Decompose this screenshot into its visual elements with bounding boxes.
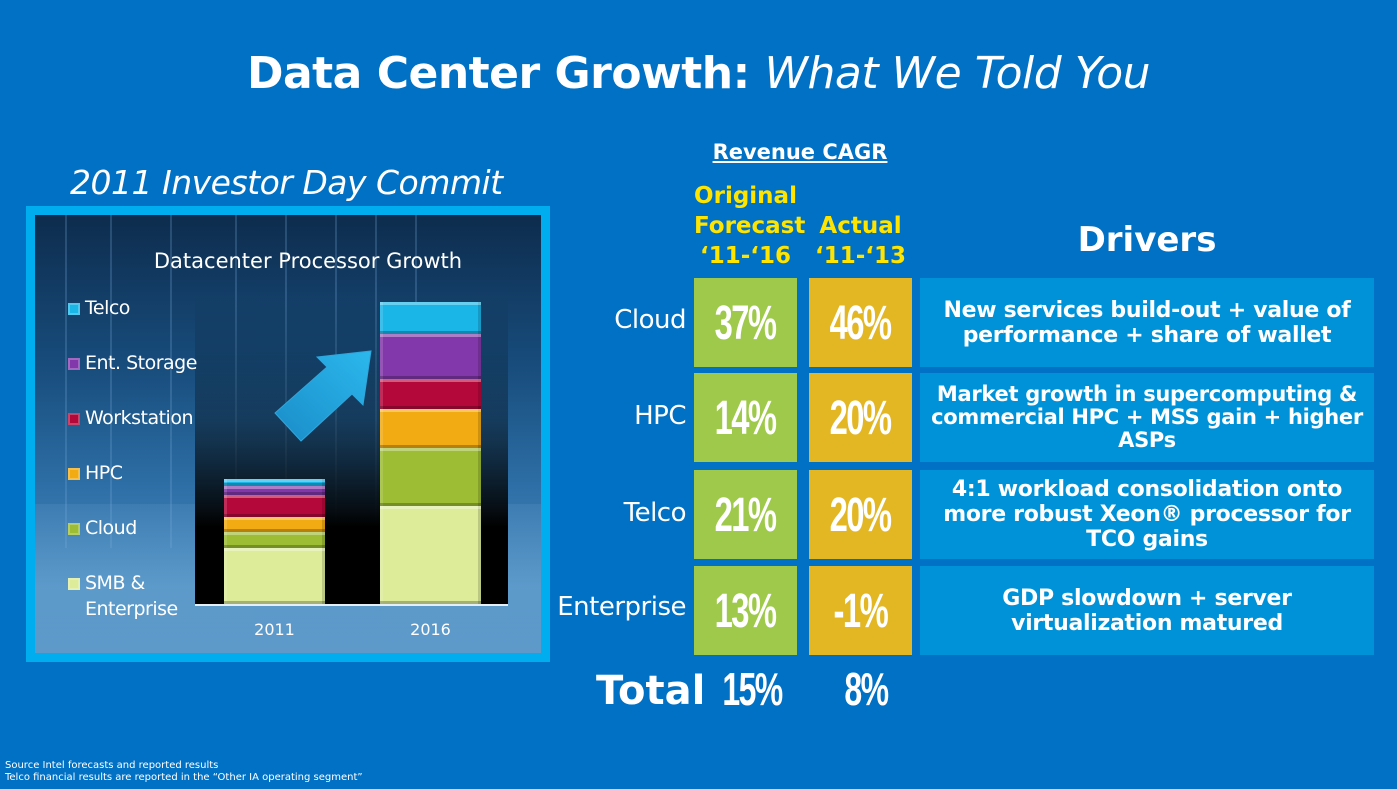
bar-segment-2011-cloud bbox=[224, 532, 325, 549]
actual-header-line: ‘11-‘13 bbox=[814, 243, 907, 269]
background-rack-line bbox=[170, 215, 172, 548]
actual-value-cloud: 46% bbox=[809, 278, 912, 367]
legend-label: Workstation bbox=[85, 407, 194, 429]
legend-label: Telco bbox=[85, 297, 130, 319]
bar-segment-2016-cloud bbox=[380, 447, 481, 506]
row-label-enterprise: Enterprise bbox=[557, 592, 686, 622]
forecast-value-cloud: 37% bbox=[694, 278, 797, 367]
legend-label: Ent. Storage bbox=[85, 352, 197, 374]
legend-item: Cloud bbox=[68, 515, 137, 541]
growth-arrow-icon bbox=[274, 350, 372, 442]
row-label-cloud: Cloud bbox=[614, 305, 686, 335]
background-rack-line bbox=[110, 215, 112, 548]
title-italic: What We Told You bbox=[764, 48, 1151, 99]
x-axis-baseline bbox=[195, 604, 508, 606]
forecast-value-telco: 21% bbox=[694, 470, 797, 559]
driver-cloud: New services build-out + value of perfor… bbox=[920, 278, 1374, 367]
x-tick-label: 2016 bbox=[410, 620, 451, 639]
actual-value-telco: 20% bbox=[809, 470, 912, 559]
legend-label: Cloud bbox=[85, 517, 137, 539]
bar-segment-2011-hpc bbox=[224, 517, 325, 533]
row-label-hpc: HPC bbox=[634, 401, 686, 431]
legend-label: SMB & Enterprise bbox=[85, 572, 178, 620]
forecast-value-hpc: 14% bbox=[694, 373, 797, 462]
forecast-value-enterprise: 13% bbox=[694, 566, 797, 655]
bar-segment-2011-telco bbox=[224, 478, 325, 486]
bar-segment-2016-smb-enterprise bbox=[380, 505, 481, 604]
total-label: Total bbox=[596, 668, 706, 714]
slide-title: Data Center Growth: What We Told You bbox=[0, 48, 1397, 99]
legend-swatch bbox=[68, 303, 80, 315]
driver-enterprise: GDP slowdown + server virtualization mat… bbox=[920, 566, 1374, 655]
title-bold: Data Center Growth: bbox=[246, 48, 750, 99]
x-tick-label: 2011 bbox=[254, 620, 295, 639]
legend-item: Ent. Storage bbox=[68, 350, 197, 376]
legend-swatch bbox=[68, 578, 80, 590]
legend-item: Workstation bbox=[68, 405, 194, 431]
legend-swatch bbox=[68, 523, 80, 535]
legend-item: SMB & Enterprise bbox=[68, 570, 195, 622]
footnote-line: Telco financial results are reported in … bbox=[5, 772, 363, 783]
drivers-heading: Drivers bbox=[1077, 220, 1217, 260]
legend-label: HPC bbox=[85, 462, 123, 484]
bar-segment-2011-ent-storage bbox=[224, 485, 325, 495]
bar-segment-2016-workstation bbox=[380, 379, 481, 409]
chart-frame: Datacenter Processor Growth Telco Ent. St… bbox=[26, 206, 550, 662]
forecast-header-line: ‘11-‘16 bbox=[699, 243, 792, 269]
actual-value-hpc: 20% bbox=[809, 373, 912, 462]
actual-header-line: Actual bbox=[819, 213, 902, 239]
total-actual: 8% bbox=[844, 664, 889, 716]
forecast-column-header: Original Forecast ‘11-‘16 bbox=[694, 181, 806, 271]
legend-item: Telco bbox=[68, 295, 130, 321]
legend-item: HPC bbox=[68, 460, 123, 486]
row-label-telco: Telco bbox=[623, 498, 687, 528]
legend-swatch bbox=[68, 413, 80, 425]
actual-value-enterprise: -1% bbox=[809, 566, 912, 655]
forecast-header-line: Forecast bbox=[694, 213, 806, 239]
revenue-cagr-header: Revenue CAGR bbox=[712, 140, 888, 164]
driver-hpc: Market growth in supercomputing & commer… bbox=[920, 373, 1374, 462]
driver-telco: 4:1 workload consolidation onto more rob… bbox=[920, 470, 1374, 559]
left-subtitle: 2011 Investor Day Commit bbox=[70, 163, 503, 202]
footnote-line: Source Intel forecasts and reported resu… bbox=[5, 760, 219, 771]
forecast-header-line: Original bbox=[694, 183, 797, 209]
bar-segment-2011-smb-enterprise bbox=[224, 548, 325, 604]
bar-segment-2016-hpc bbox=[380, 408, 481, 448]
background-rack-line bbox=[65, 215, 67, 548]
bar-segment-2016-ent-storage bbox=[380, 334, 481, 379]
footnote: Source Intel forecasts and reported resu… bbox=[5, 760, 363, 784]
bar-segment-2011-workstation bbox=[224, 494, 325, 517]
legend-swatch bbox=[68, 358, 80, 370]
actual-column-header: Actual ‘11-‘13 bbox=[805, 211, 916, 271]
bar-segment-2016-telco bbox=[380, 302, 481, 334]
chart-title: Datacenter Processor Growth bbox=[153, 249, 463, 273]
legend-swatch bbox=[68, 468, 80, 480]
total-forecast: 15% bbox=[722, 664, 783, 716]
